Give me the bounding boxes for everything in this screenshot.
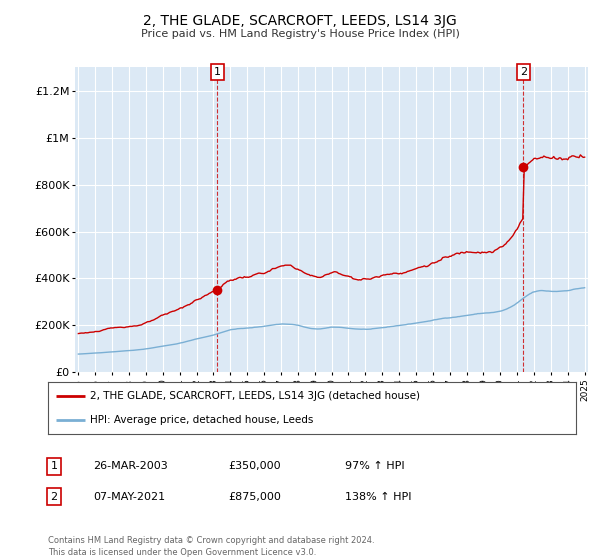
Text: 2: 2	[50, 492, 58, 502]
Text: 138% ↑ HPI: 138% ↑ HPI	[345, 492, 412, 502]
Text: 07-MAY-2021: 07-MAY-2021	[93, 492, 165, 502]
Text: 97% ↑ HPI: 97% ↑ HPI	[345, 461, 404, 472]
Text: Contains HM Land Registry data © Crown copyright and database right 2024.
This d: Contains HM Land Registry data © Crown c…	[48, 536, 374, 557]
Text: Price paid vs. HM Land Registry's House Price Index (HPI): Price paid vs. HM Land Registry's House …	[140, 29, 460, 39]
Text: 26-MAR-2003: 26-MAR-2003	[93, 461, 168, 472]
Text: 2, THE GLADE, SCARCROFT, LEEDS, LS14 3JG (detached house): 2, THE GLADE, SCARCROFT, LEEDS, LS14 3JG…	[90, 391, 420, 402]
Text: 2: 2	[520, 67, 527, 77]
Text: 1: 1	[50, 461, 58, 472]
Text: £350,000: £350,000	[228, 461, 281, 472]
Text: HPI: Average price, detached house, Leeds: HPI: Average price, detached house, Leed…	[90, 415, 314, 425]
Text: 2, THE GLADE, SCARCROFT, LEEDS, LS14 3JG: 2, THE GLADE, SCARCROFT, LEEDS, LS14 3JG	[143, 14, 457, 28]
Text: 1: 1	[214, 67, 221, 77]
Text: £875,000: £875,000	[228, 492, 281, 502]
